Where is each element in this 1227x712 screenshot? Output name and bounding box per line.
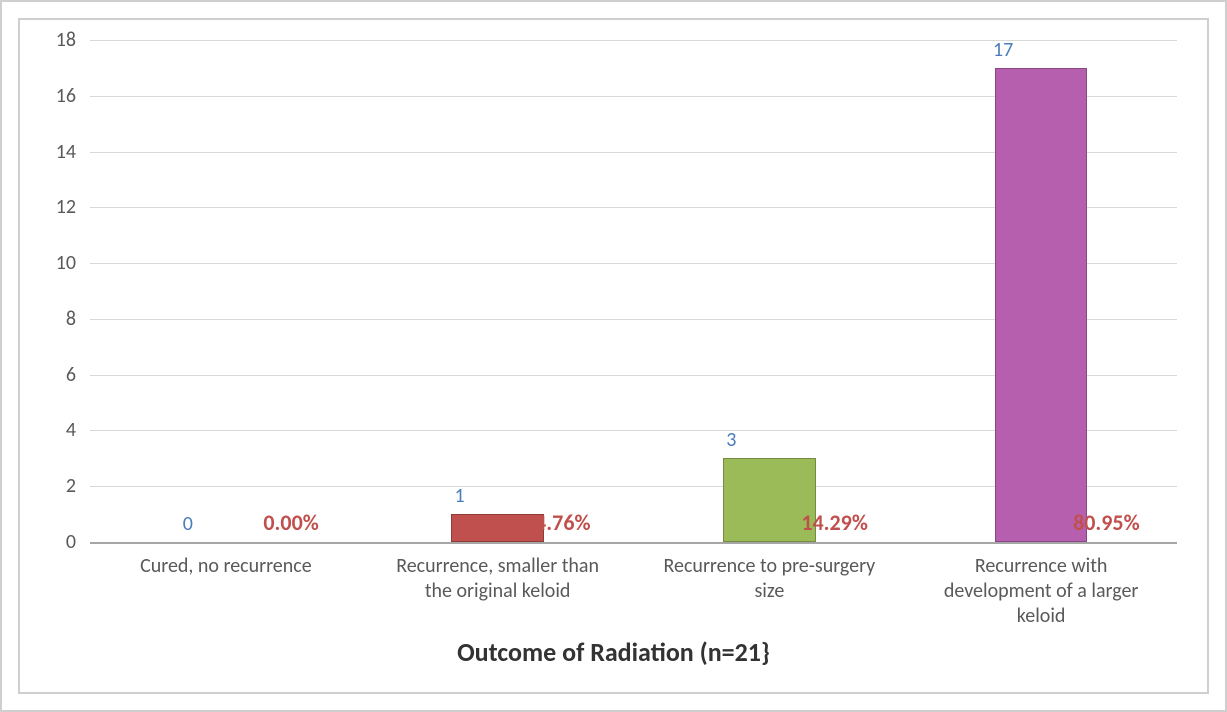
bar-value-label: 3: [726, 428, 736, 452]
bar-value-label: 1: [455, 484, 465, 508]
bar-value-label: 17: [993, 38, 1013, 62]
chart-inner-frame: 0 2 4 6 8 10 12 14 16 18 0 0.00% Cured, no recurrenc…: [18, 18, 1209, 694]
xtick-label: Cured, no recurrence: [97, 554, 355, 579]
bar-pct-label: 14.29%: [801, 509, 868, 536]
xtick-label: Recurrence to pre-surgerysize: [640, 554, 898, 604]
gridline: [90, 542, 1177, 544]
ytick-label: 8: [40, 307, 90, 331]
x-axis-title: Outcome of Radiation (n=21}: [457, 636, 770, 668]
ytick-label: 10: [40, 251, 90, 275]
bar-value-label: 0: [183, 512, 193, 536]
chart-outer-frame: 0 2 4 6 8 10 12 14 16 18 0 0.00% Cured, no recurrenc…: [0, 0, 1227, 712]
bar: [995, 68, 1087, 542]
bar-pct-label: 0.00%: [263, 509, 318, 536]
ytick-label: 16: [40, 84, 90, 108]
ytick-label: 4: [40, 418, 90, 442]
bar-pct-label: 80.95%: [1073, 509, 1140, 536]
bar: [451, 514, 543, 542]
ytick-label: 6: [40, 363, 90, 387]
bar-pct-label: 4.76%: [535, 509, 590, 536]
ytick-label: 18: [40, 28, 90, 52]
plot-area: 02468101214161800.00%Cured, no recurrenc…: [90, 40, 1177, 542]
xtick-label: Recurrence withdevelopment of a largerke…: [912, 554, 1170, 629]
ytick-label: 12: [40, 195, 90, 219]
xtick-label: Recurrence, smaller thanthe original kel…: [369, 554, 627, 604]
ytick-label: 0: [40, 530, 90, 554]
gridline: [90, 40, 1177, 41]
ytick-label: 14: [40, 140, 90, 164]
ytick-label: 2: [40, 474, 90, 498]
